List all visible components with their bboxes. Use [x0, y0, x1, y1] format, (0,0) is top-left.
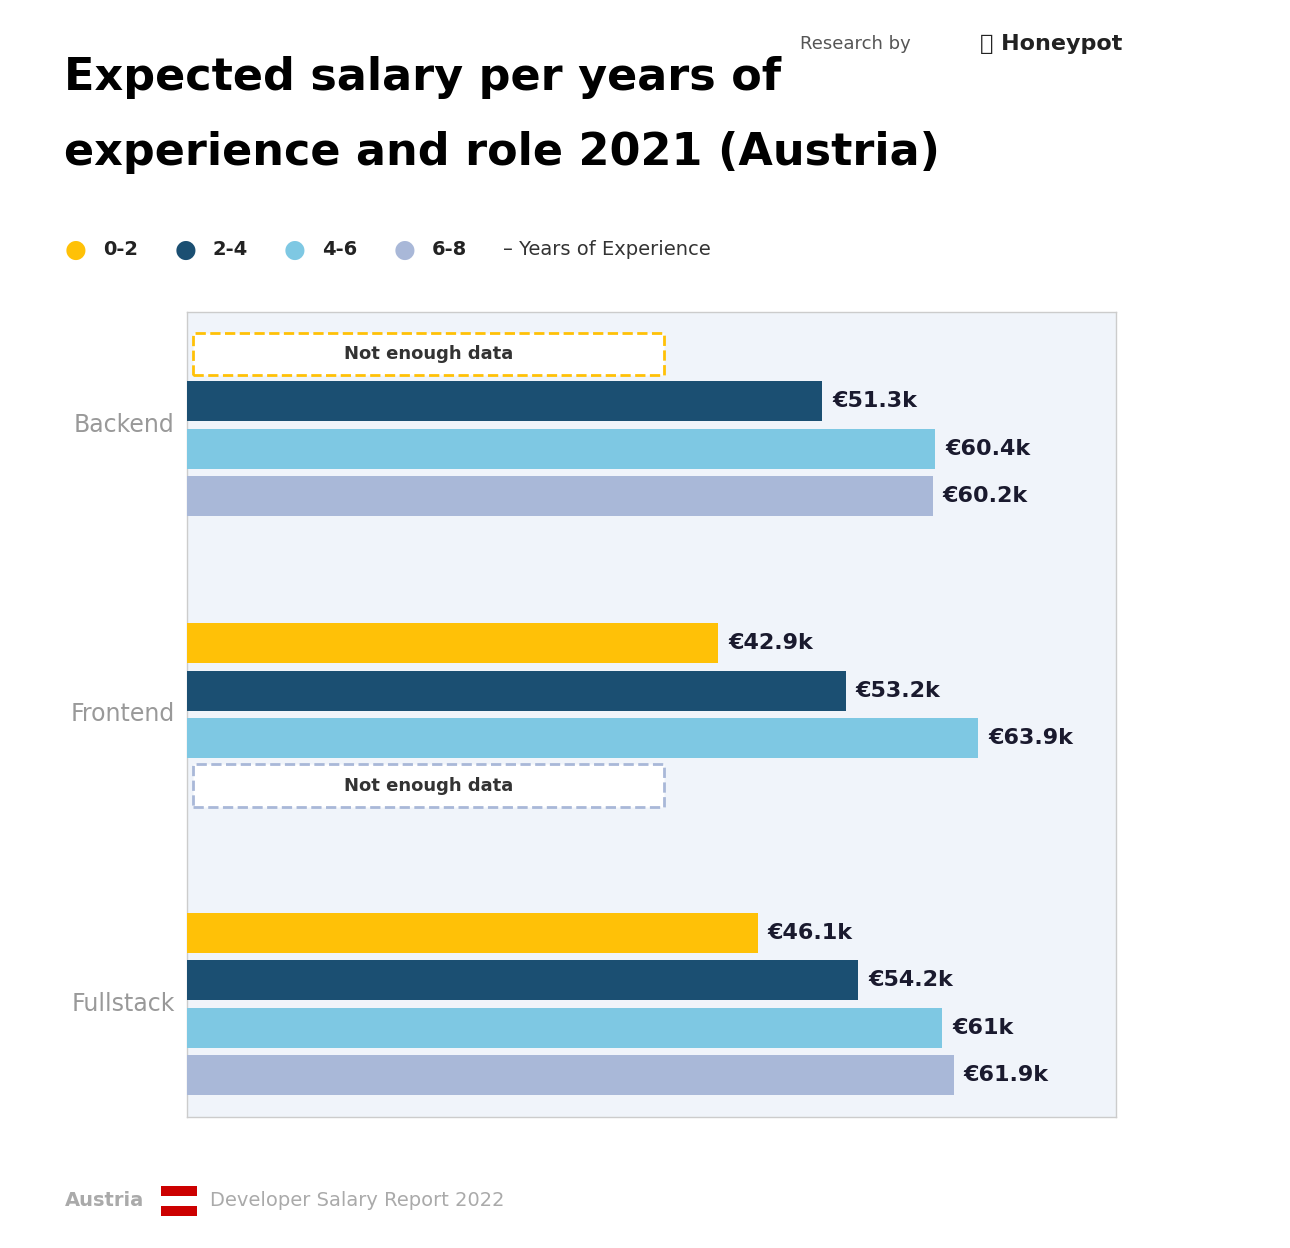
Text: – Years of Experience: – Years of Experience: [503, 240, 711, 260]
Text: Developer Salary Report 2022: Developer Salary Report 2022: [210, 1191, 504, 1211]
Bar: [187, 381, 822, 422]
Text: Frontend: Frontend: [71, 703, 174, 726]
Text: Not enough data: Not enough data: [344, 344, 513, 363]
Bar: [187, 1007, 943, 1048]
Text: Research by: Research by: [800, 35, 911, 52]
Text: €61k: €61k: [952, 1017, 1014, 1038]
Text: ●: ●: [64, 237, 86, 262]
Text: 0-2: 0-2: [103, 240, 138, 260]
Text: €61.9k: €61.9k: [964, 1065, 1049, 1085]
Text: 2-4: 2-4: [213, 240, 248, 260]
Text: Austria: Austria: [64, 1191, 143, 1211]
Bar: [187, 961, 858, 1001]
Text: ●: ●: [284, 237, 306, 262]
Text: Expected salary per years of: Expected salary per years of: [64, 56, 782, 99]
Text: €46.1k: €46.1k: [768, 924, 853, 943]
Text: 6-8: 6-8: [432, 240, 467, 260]
Bar: [187, 475, 933, 515]
Text: ●: ●: [393, 237, 415, 262]
Bar: [161, 1186, 197, 1196]
Text: €54.2k: €54.2k: [868, 971, 953, 991]
Text: €51.3k: €51.3k: [832, 391, 917, 412]
Text: Fullstack: Fullstack: [71, 992, 174, 1016]
Text: €60.4k: €60.4k: [946, 438, 1031, 458]
Text: €60.2k: €60.2k: [943, 485, 1028, 505]
Text: experience and role 2021 (Austria): experience and role 2021 (Austria): [64, 131, 940, 173]
Text: 🍯 Honeypot: 🍯 Honeypot: [980, 34, 1122, 54]
Text: Not enough data: Not enough data: [344, 776, 513, 795]
Bar: [187, 428, 935, 468]
Bar: [187, 1055, 953, 1094]
Text: €63.9k: €63.9k: [988, 728, 1073, 748]
Bar: [161, 1206, 197, 1216]
Bar: [161, 1196, 197, 1206]
Bar: [187, 670, 846, 711]
Text: €42.9k: €42.9k: [729, 634, 813, 654]
FancyBboxPatch shape: [194, 765, 664, 806]
Bar: [187, 914, 759, 953]
Text: ●: ●: [174, 237, 196, 262]
Bar: [187, 624, 719, 664]
Text: €53.2k: €53.2k: [855, 681, 940, 701]
Text: Backend: Backend: [74, 413, 174, 437]
FancyBboxPatch shape: [194, 333, 664, 374]
Text: 4-6: 4-6: [322, 240, 357, 260]
Bar: [187, 718, 978, 759]
